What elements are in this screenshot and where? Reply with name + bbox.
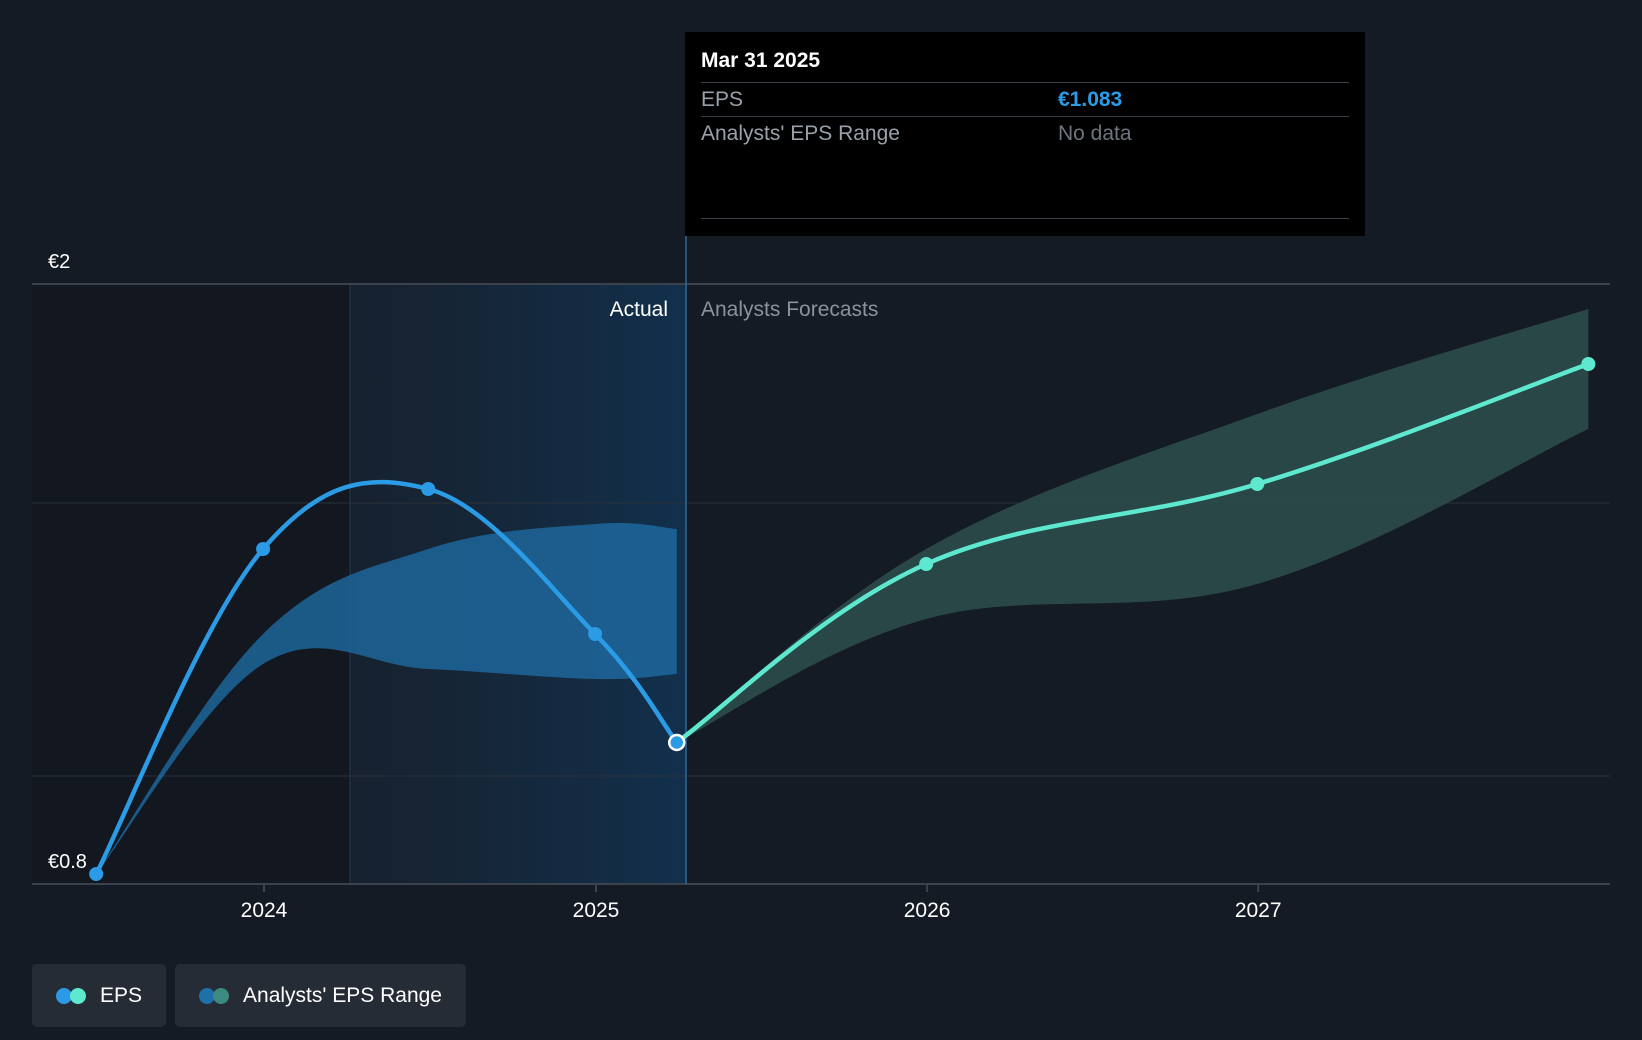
- eps-point-forecast-3: [1581, 357, 1596, 371]
- x-tick-label-2026: 2026: [904, 899, 951, 922]
- legend: EPS Analysts' EPS Range: [32, 964, 466, 1027]
- tooltip-eps-value: €1.083: [1058, 88, 1123, 111]
- eps-line-actual: [93, 479, 679, 877]
- legend-item-eps[interactable]: EPS: [32, 964, 167, 1027]
- tooltip-range-row: Analysts' EPS Range No data: [701, 116, 1349, 150]
- tooltip-eps-label: EPS: [701, 88, 744, 111]
- x-tick-label-2024: 2024: [241, 899, 288, 922]
- y-label-top: €2: [48, 251, 70, 273]
- eps-point-forecast-1: [919, 557, 934, 571]
- eps-point-actual-1: [256, 542, 271, 556]
- eps-point-actual-2: [421, 482, 436, 496]
- section-label-actual: Actual: [610, 298, 668, 321]
- eps-line-forecast: [674, 361, 1591, 745]
- eps-legend-icon: [56, 987, 86, 1004]
- x-tick-label-2027: 2027: [1235, 899, 1282, 922]
- eps-point-actual-0: [89, 867, 104, 881]
- tooltip-range-value: No data: [1058, 122, 1132, 145]
- section-label-forecast: Analysts Forecasts: [701, 298, 878, 321]
- tooltip: Mar 31 2025 EPS €1.083 Analysts' EPS Ran…: [685, 32, 1365, 236]
- past-region: [32, 284, 350, 884]
- eps-range-band-actual: [96, 523, 677, 874]
- tooltip-date: Mar 31 2025: [701, 49, 821, 72]
- tooltip-divider: [701, 218, 1349, 219]
- legend-item-eps-range[interactable]: Analysts' EPS Range: [175, 964, 466, 1027]
- eps-point-actual-3: [588, 627, 603, 641]
- legend-eps-label: EPS: [100, 983, 143, 1007]
- eps-range-legend-icon: [199, 987, 230, 1004]
- eps-point-actual-4: [667, 733, 686, 752]
- tooltip-eps-row: EPS €1.083: [701, 82, 1349, 116]
- eps-range-band-forecast: [676, 309, 1589, 743]
- legend-eps-range-label: Analysts' EPS Range: [243, 983, 442, 1007]
- eps-point-forecast-2: [1250, 477, 1265, 491]
- x-tick-label-2025: 2025: [573, 899, 620, 922]
- tooltip-range-label: Analysts' EPS Range: [701, 122, 900, 145]
- y-label-bottom: €0.8: [48, 851, 87, 873]
